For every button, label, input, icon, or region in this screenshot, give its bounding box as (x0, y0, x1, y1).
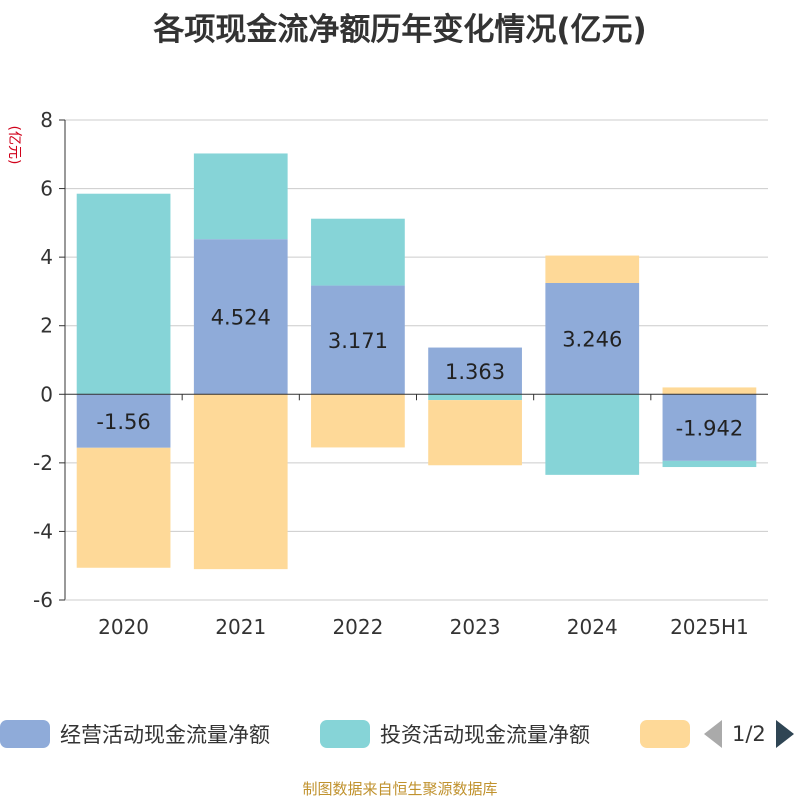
source-note: 制图数据来自恒生聚源数据库 (302, 780, 498, 798)
bar-series2-2021 (193, 394, 288, 570)
bar-series0-2023 (428, 347, 522, 395)
x-tick-label-2022: 2022 (332, 615, 383, 639)
y-tick-label-8: 8 (40, 108, 53, 132)
x-tick-label-2023: 2023 (450, 615, 501, 639)
axes: -6 -4 -2 0 2 4 6 8 2020 2021 2022 2023 2024 2025H1 (33, 108, 768, 639)
legend-label-investing: 投资活动现金流量净额 (380, 723, 590, 747)
data-label-2023: 1.363 (445, 360, 505, 384)
legend: 经营活动现金流量净额 投资活动现金流量净额 1/2 (0, 712, 800, 756)
bar-series0-2024 (545, 282, 640, 395)
y-tick-label--4: -4 (33, 519, 53, 543)
data-label-2025H1: -1.942 (676, 417, 744, 441)
legend-next-page-icon[interactable] (775, 720, 794, 748)
data-label-2022: 3.171 (328, 329, 388, 353)
legend-swatch-financing (640, 720, 690, 748)
bar-series2-2020 (76, 447, 171, 568)
bar-series1-2023 (428, 394, 522, 401)
x-tick-label-2021: 2021 (215, 615, 266, 639)
bar-series2-2024 (545, 255, 640, 283)
legend-prev-page-icon[interactable] (704, 720, 722, 748)
x-tick-label-2024: 2024 (567, 615, 618, 639)
chart-title: 各项现金流净额历年变化情况(亿元) (153, 12, 647, 48)
bar-series1-2024 (545, 394, 640, 475)
bar-series0-2021 (193, 239, 288, 395)
legend-pager: 1/2 (700, 712, 794, 756)
bar-series (76, 153, 757, 570)
bar-series2-2022 (311, 394, 405, 448)
data-label-2024: 3.246 (562, 328, 622, 352)
x-tick-label-2020: 2020 (98, 615, 149, 639)
data-label-2021: 4.524 (211, 306, 271, 330)
y-tick-label--6: -6 (33, 588, 53, 612)
bar-series2-2023 (428, 400, 522, 466)
bar-series0-2020 (76, 394, 171, 448)
stacked-bar-chart: (亿元) -6 -4 -2 0 2 4 6 8 2020 2021 2022 2023 2024 2025… (6, 108, 768, 639)
y-axis-unit-label: (亿元) (6, 126, 22, 165)
data-labels: -1.56 4.524 3.171 1.363 3.246 -1.942 (96, 306, 743, 441)
legend-item-investing[interactable]: 投资活动现金流量净额 (320, 712, 590, 756)
bar-series0-2025H1 (662, 394, 757, 461)
bar-series2-2025H1 (662, 387, 757, 395)
bar-series1-2025H1 (662, 460, 757, 468)
y-tick-label-6: 6 (40, 177, 53, 201)
legend-swatch-operating (0, 720, 50, 748)
y-tick-label--2: -2 (33, 451, 53, 475)
legend-item-operating[interactable]: 经营活动现金流量净额 (0, 712, 270, 756)
bar-series1-2022 (311, 218, 405, 286)
y-tick-label-4: 4 (40, 245, 53, 269)
bar-series0-2022 (311, 285, 405, 395)
bar-series1-2020 (76, 193, 171, 395)
y-tick-label-0: 0 (40, 382, 53, 406)
legend-item-financing[interactable] (640, 712, 700, 756)
legend-label-operating: 经营活动现金流量净额 (60, 723, 270, 747)
x-tick-label-2025H1: 2025H1 (670, 615, 749, 639)
y-tick-label-2: 2 (40, 314, 53, 338)
bar-series1-2021 (193, 153, 288, 240)
data-label-2020: -1.56 (96, 410, 150, 434)
legend-page-indicator: 1/2 (732, 722, 766, 746)
legend-swatch-investing (320, 720, 370, 748)
